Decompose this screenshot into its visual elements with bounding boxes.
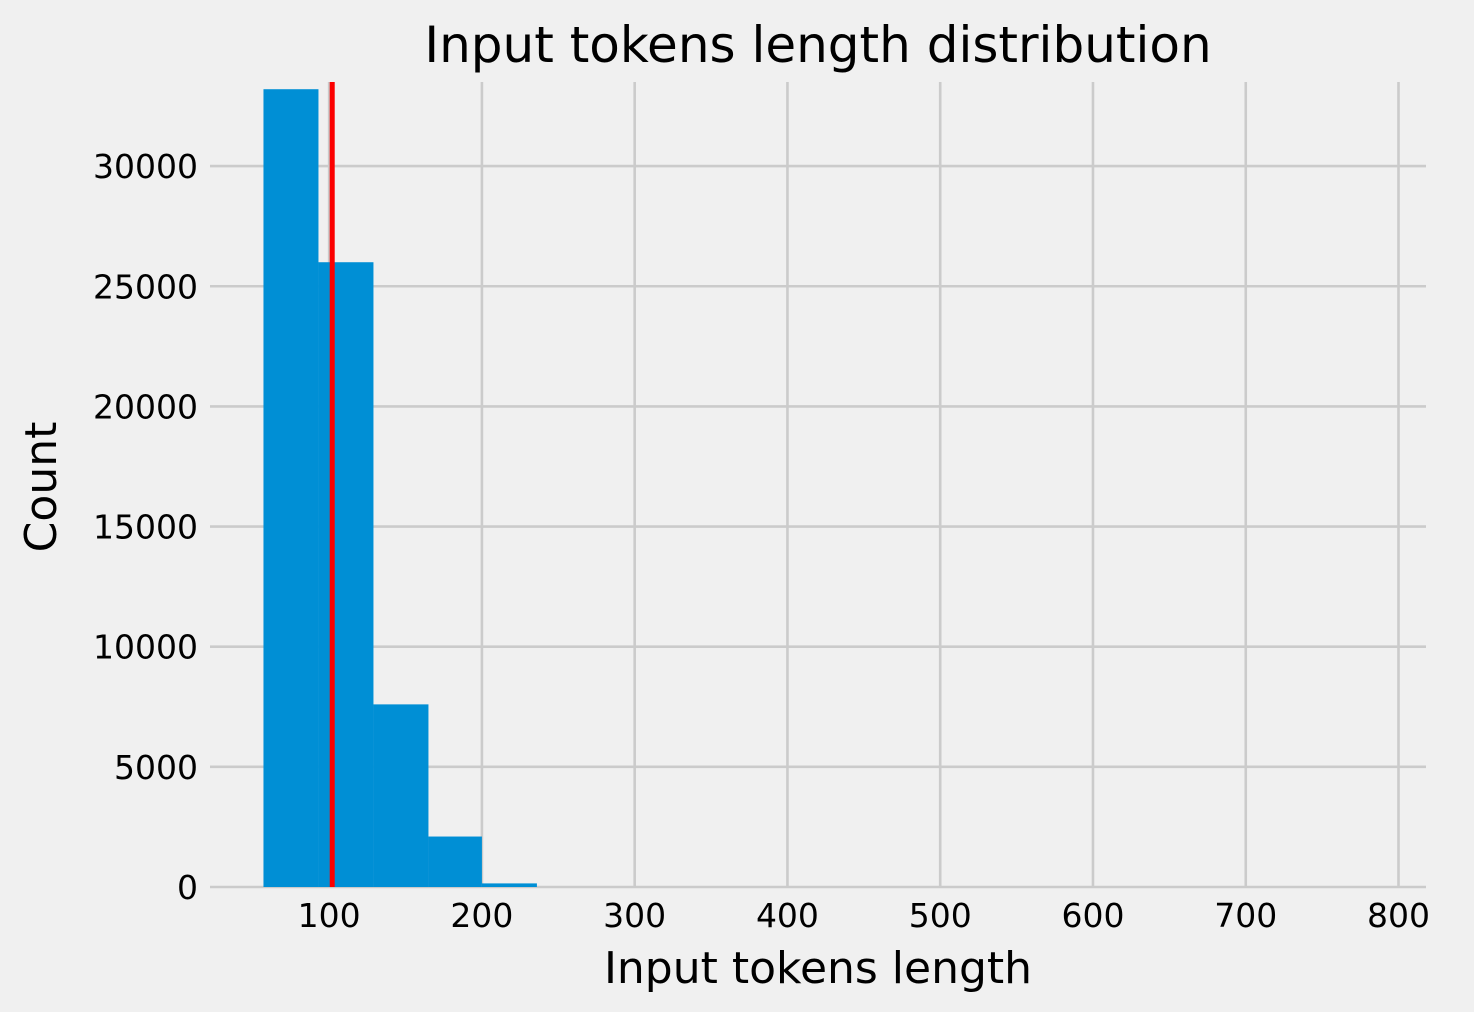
- histogram-bar: [373, 704, 429, 887]
- x-tick-label: 400: [756, 896, 819, 935]
- histogram-bar: [428, 836, 482, 887]
- histogram-bar: [481, 883, 537, 887]
- x-tick-label: 300: [603, 896, 666, 935]
- y-tick-label: 25000: [93, 267, 198, 306]
- grid-layer: [210, 82, 1426, 889]
- y-axis-label: Count: [16, 422, 67, 553]
- x-tick-label: 700: [1214, 896, 1277, 935]
- x-tick-label: 500: [909, 896, 972, 935]
- y-tick-label: 30000: [93, 147, 198, 186]
- bars-layer: [263, 89, 537, 887]
- y-tick-label: 15000: [93, 508, 198, 547]
- histogram-bar: [318, 262, 374, 887]
- y-tick-label: 5000: [114, 748, 198, 787]
- x-axis-label: Input tokens length: [604, 943, 1032, 994]
- y-tick-label: 0: [177, 868, 198, 907]
- x-tick-label: 200: [450, 896, 513, 935]
- chart-title: Input tokens length distribution: [424, 16, 1211, 74]
- y-tick-label: 20000: [93, 387, 198, 426]
- histogram-bar: [263, 89, 319, 887]
- x-tick-label: 100: [298, 896, 361, 935]
- tick-labels-layer: 0 5000 10000 15000 20000 25000 30000 100 200 300 4…: [93, 147, 1430, 935]
- x-tick-label: 800: [1367, 896, 1430, 935]
- y-tick-label: 10000: [93, 628, 198, 667]
- x-tick-label: 600: [1061, 896, 1124, 935]
